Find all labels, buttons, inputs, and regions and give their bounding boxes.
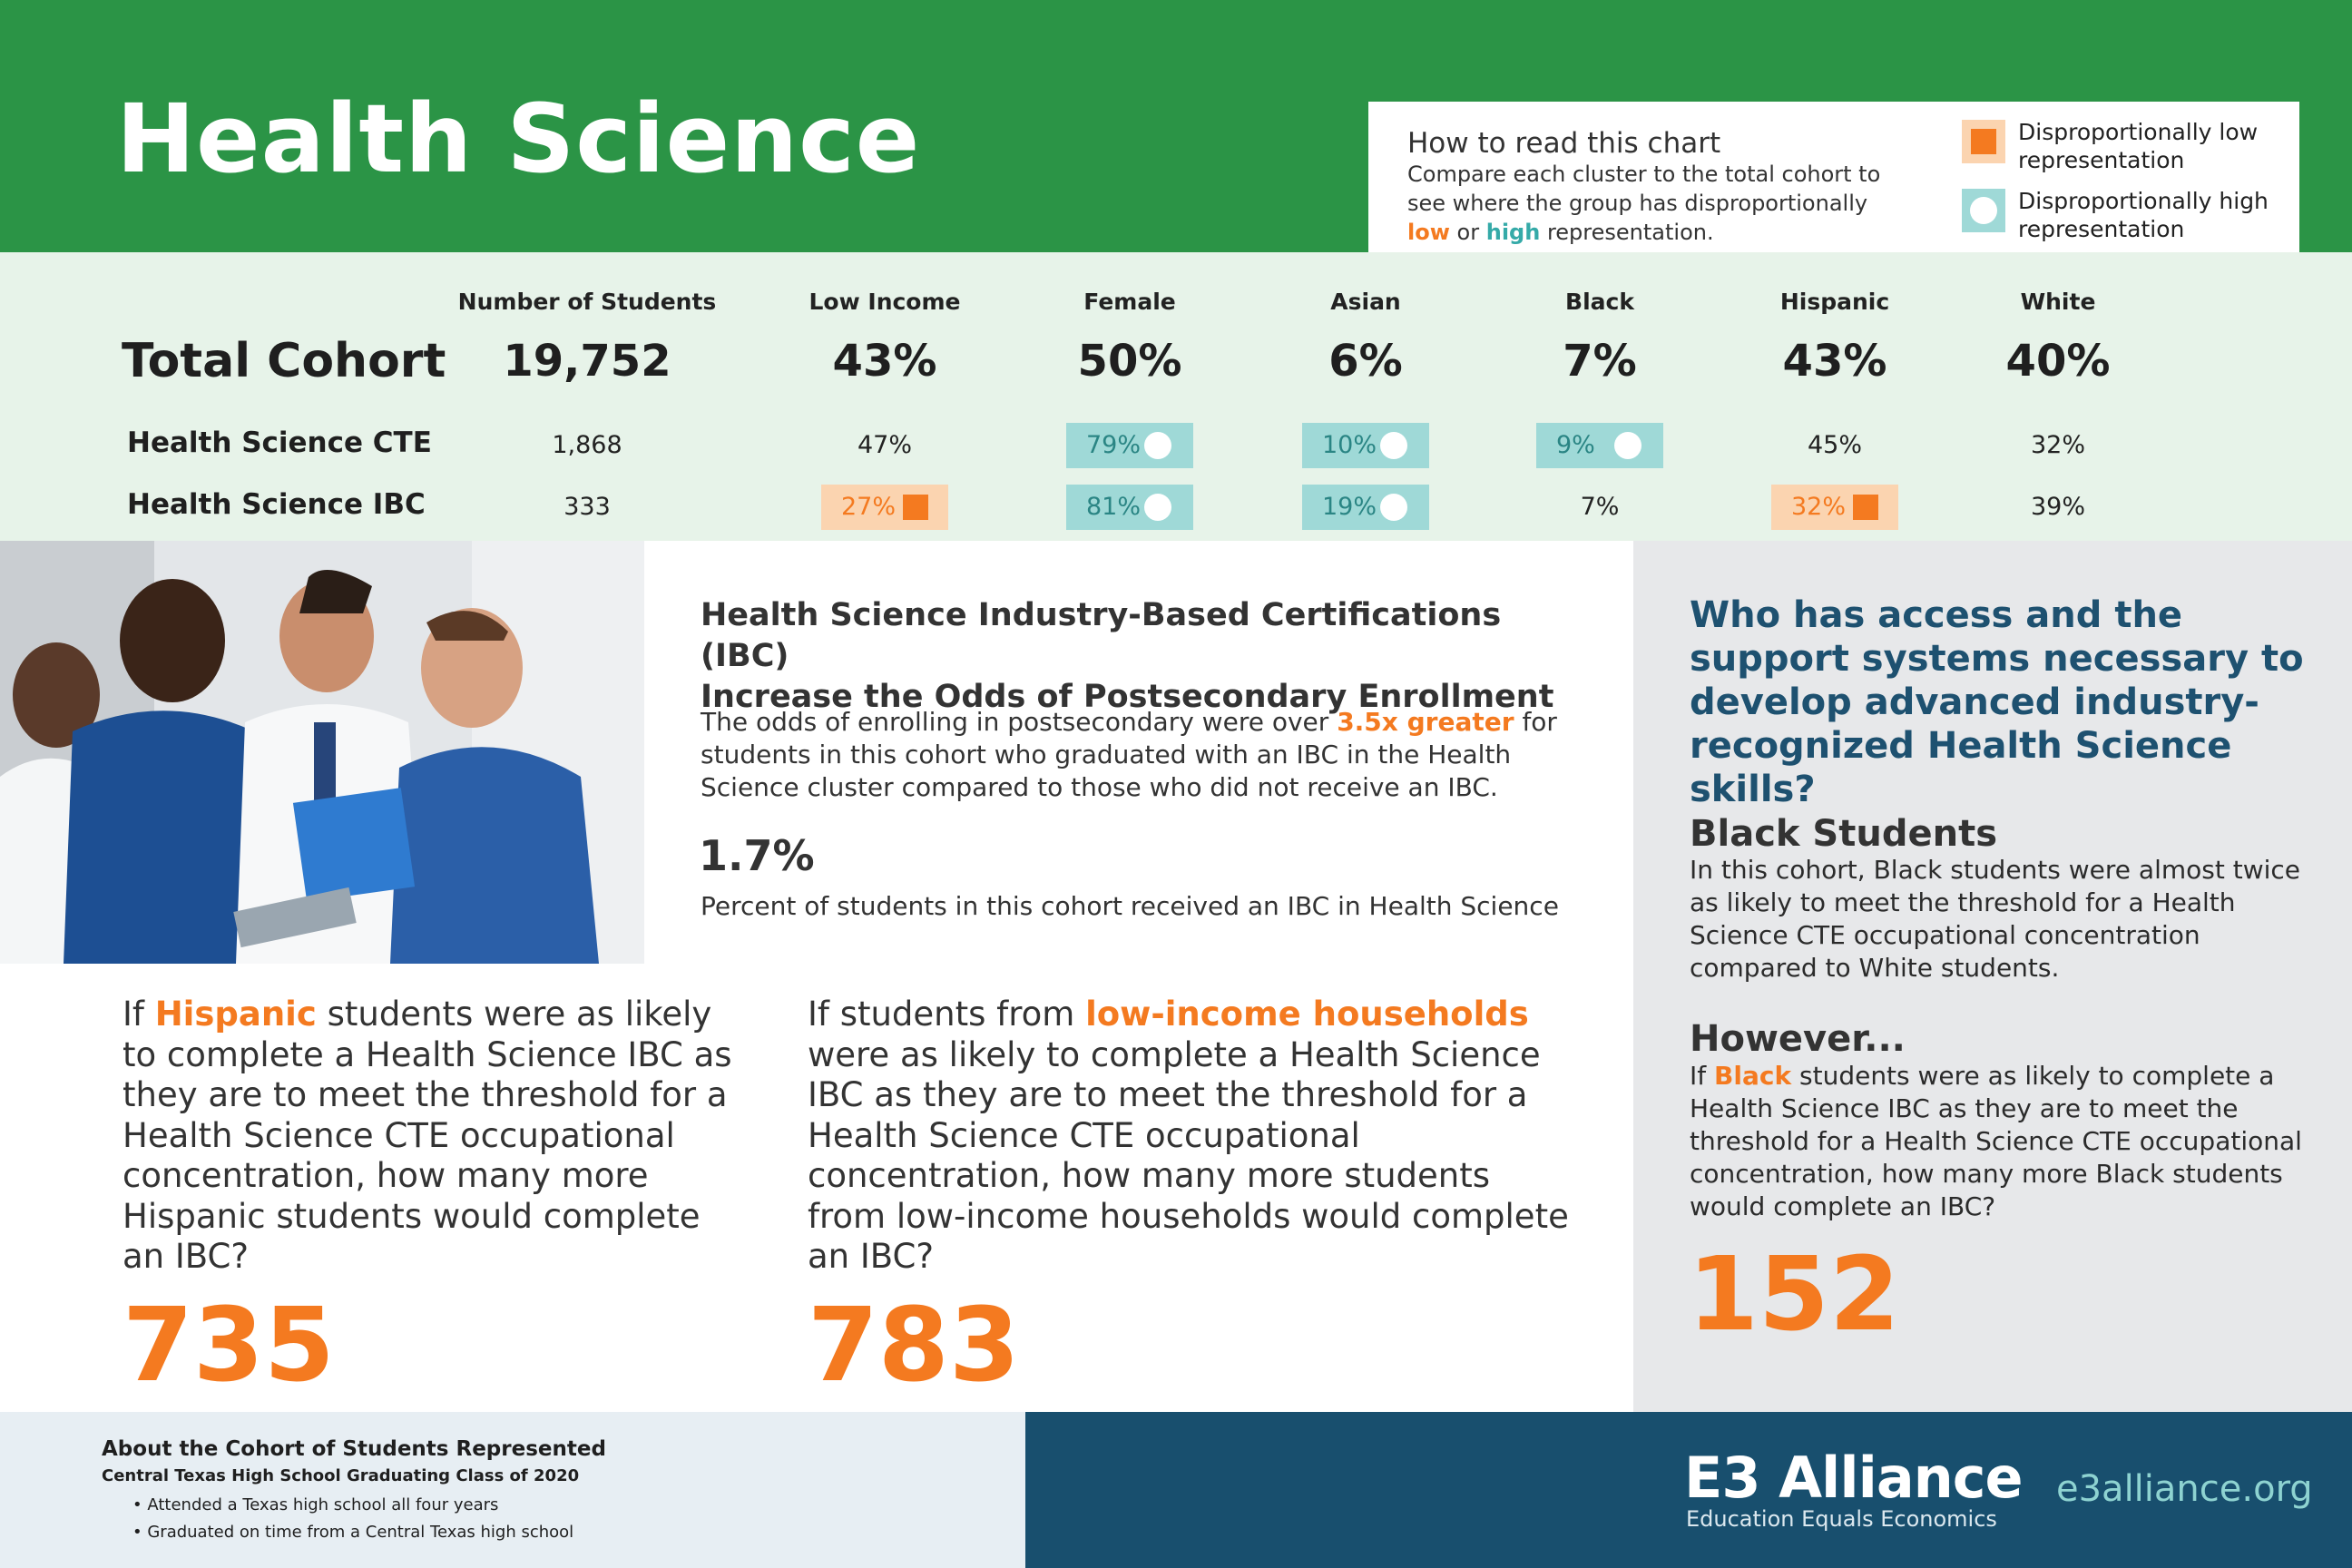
- footer-subheading: Central Texas High School Graduating Cla…: [102, 1466, 580, 1485]
- high-circle-icon: [1614, 432, 1642, 459]
- low-square-icon: [903, 495, 928, 520]
- table-cell: 45%: [1807, 431, 1862, 459]
- table-cell: 1,868: [552, 431, 622, 459]
- right-panel: Who has access and the support systems n…: [1633, 541, 2352, 1412]
- brand-footer: E3 Alliance Education Equals Economics e…: [1025, 1412, 2352, 1568]
- legend-low-word: low: [1407, 220, 1450, 245]
- low-representation-square-icon: [1962, 120, 2005, 163]
- total-cohort-value: 6%: [1328, 336, 1403, 387]
- high-circle-icon: [1144, 494, 1171, 521]
- legend-low-label: Disproportionally low representation: [2018, 119, 2259, 173]
- cell-value: 27%: [841, 493, 897, 521]
- ibc-stat-label: Percent of students in this cohort recei…: [701, 891, 1559, 921]
- header-bar: Health Science How to read this chart Co…: [0, 0, 2352, 252]
- legend-body: Compare each cluster to the total cohort…: [1407, 160, 1916, 247]
- cell-value: 19%: [1322, 493, 1377, 521]
- black-students-heading: Black Students: [1690, 813, 1998, 855]
- hispanic-question: If Hispanic students were as likely to c…: [122, 995, 740, 1278]
- black-students-body: In this cohort, Black students were almo…: [1690, 855, 2301, 983]
- hispanic-question-post: students were as likely to complete a He…: [122, 995, 732, 1276]
- total-cohort-value: 19,752: [503, 336, 671, 387]
- cell-value: 9%: [1556, 431, 1595, 459]
- cell-value: 79%: [1086, 431, 1142, 459]
- row-label: Health Science IBC: [127, 488, 426, 521]
- table-cell: 47%: [857, 431, 912, 459]
- e3-alliance-logo: E3 Alliance: [1684, 1445, 2024, 1511]
- however-heading: However...: [1690, 1018, 1906, 1060]
- total-cohort-value: 7%: [1563, 336, 1637, 387]
- page-title: Health Science: [116, 83, 921, 194]
- table-cell: 333: [564, 493, 611, 521]
- ibc-heading-line2: Increase the Odds of Postsecondary Enrol…: [701, 679, 1554, 715]
- total-cohort-value: 43%: [1782, 336, 1887, 387]
- ibc-heading-line1: Health Science Industry-Based Certificat…: [701, 597, 1502, 674]
- total-cohort-label: Total Cohort: [122, 334, 446, 388]
- high-representation-cell: 79%: [1066, 423, 1193, 468]
- low-income-question-pre: If students from: [808, 995, 1075, 1034]
- hispanic-number: 735: [122, 1287, 335, 1405]
- legend-box: How to read this chart Compare each clus…: [1368, 102, 2299, 252]
- total-cohort-value: 50%: [1077, 336, 1182, 387]
- however-post: students were as likely to complete a He…: [1690, 1061, 2302, 1221]
- cohort-footer: About the Cohort of Students Represented…: [0, 1412, 1025, 1568]
- column-header: Black: [1565, 289, 1634, 315]
- footer-bullet: • Attended a Texas high school all four …: [132, 1495, 499, 1514]
- footer-bullet: • Graduated on time from a Central Texas…: [132, 1523, 574, 1542]
- ibc-body: The odds of enrolling in postsecondary w…: [701, 706, 1599, 804]
- column-header: Number of Students: [457, 289, 717, 315]
- row-label: Health Science CTE: [127, 426, 432, 459]
- high-representation-cell: 9%: [1536, 423, 1663, 468]
- high-representation-cell: 19%: [1302, 485, 1429, 530]
- demographics-table: Number of Students Low Income Female Asian B…: [0, 252, 2352, 541]
- hispanic-question-pre: If: [122, 995, 144, 1034]
- cell-value: 81%: [1086, 493, 1142, 521]
- low-representation-cell: 27%: [821, 485, 948, 530]
- column-header: Asian: [1330, 289, 1401, 315]
- low-income-question-post: were as likely to complete a Health Scie…: [808, 1034, 1569, 1277]
- legend-high-label: Disproportionally high representation: [2018, 188, 2269, 242]
- table-cell: 39%: [2030, 493, 2085, 521]
- website-link[interactable]: e3alliance.org: [2056, 1468, 2313, 1510]
- hispanic-question-highlight: Hispanic: [154, 995, 317, 1034]
- health-workers-photo: [0, 541, 644, 964]
- low-income-question-highlight: low-income households: [1085, 995, 1529, 1034]
- access-question: Who has access and the support systems n…: [1690, 594, 2304, 810]
- legend-body-post: representation.: [1546, 220, 1714, 245]
- total-cohort-value: 43%: [832, 336, 937, 387]
- ibc-body-highlight: 3.5x greater: [1337, 707, 1514, 737]
- ibc-body-post: for students in this cohort who graduate…: [701, 707, 1557, 802]
- high-circle-icon: [1144, 432, 1171, 459]
- high-representation-circle-icon: [1962, 189, 2005, 232]
- low-representation-cell: 32%: [1771, 485, 1898, 530]
- however-pre: If: [1690, 1061, 1707, 1091]
- total-cohort-value: 40%: [2005, 336, 2111, 387]
- black-students-number: 152: [1688, 1236, 1900, 1354]
- legend-or-word: or: [1456, 220, 1480, 245]
- table-cell: 7%: [1580, 493, 1620, 521]
- ibc-stat: 1.7%: [699, 831, 815, 880]
- legend-body-pre: Compare each cluster to the total cohort…: [1407, 162, 1881, 216]
- brand-tagline: Education Equals Economics: [1686, 1506, 1997, 1532]
- high-circle-icon: [1380, 432, 1407, 459]
- column-header: Low Income: [808, 289, 961, 315]
- footer-heading: About the Cohort of Students Represented: [102, 1437, 606, 1461]
- low-income-number: 783: [808, 1287, 1020, 1405]
- legend-high-word: high: [1485, 220, 1541, 245]
- ibc-body-pre: The odds of enrolling in postsecondary w…: [701, 707, 1329, 737]
- column-header: Female: [1083, 289, 1176, 315]
- high-representation-cell: 10%: [1302, 423, 1429, 468]
- column-header: White: [2020, 289, 2096, 315]
- ibc-heading: Health Science Industry-Based Certificat…: [701, 595, 1599, 718]
- however-body: If Black students were as likely to comp…: [1690, 1060, 2325, 1223]
- column-header: Hispanic: [1779, 289, 1890, 315]
- cell-value: 32%: [1791, 493, 1847, 521]
- legend-heading: How to read this chart: [1407, 127, 1721, 160]
- low-income-question: If students from low-income households w…: [808, 995, 1570, 1278]
- high-representation-cell: 81%: [1066, 485, 1193, 530]
- however-highlight: Black: [1714, 1061, 1792, 1091]
- cell-value: 10%: [1322, 431, 1377, 459]
- table-cell: 32%: [2030, 431, 2085, 459]
- low-square-icon: [1853, 495, 1878, 520]
- high-circle-icon: [1380, 494, 1407, 521]
